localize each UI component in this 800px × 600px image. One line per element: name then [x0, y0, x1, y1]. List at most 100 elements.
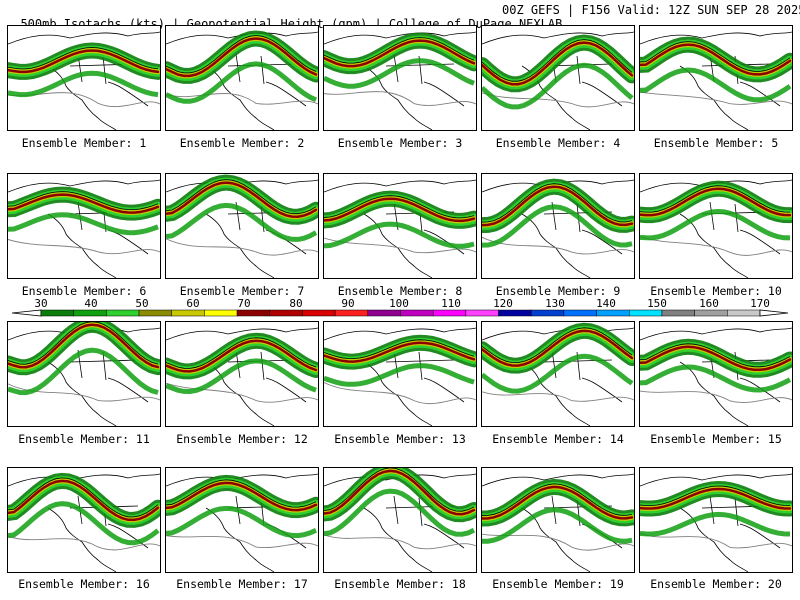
height-contour — [8, 535, 160, 551]
height-line — [166, 479, 317, 508]
height-line — [640, 343, 791, 368]
secondary-jet — [166, 202, 318, 242]
colorbar-label-30: 30 — [34, 297, 48, 310]
ensemble-caption-3: Ensemble Member: 3 — [337, 136, 463, 150]
secondary-jet — [8, 212, 159, 236]
secondary-jet — [324, 221, 475, 249]
isotach-map — [166, 174, 318, 278]
ensemble-panel-18[interactable] — [323, 467, 477, 573]
jet-band — [482, 485, 634, 520]
ensemble-panel-20[interactable] — [639, 467, 793, 573]
height-line — [640, 485, 791, 506]
height-contour — [8, 239, 160, 255]
secondary-jet — [640, 511, 791, 537]
ensemble-panel-13[interactable] — [323, 321, 477, 427]
ensemble-panel-1[interactable] — [7, 25, 161, 131]
height-contour — [640, 236, 792, 256]
jet-band — [8, 479, 160, 522]
jet-band — [324, 469, 476, 516]
ensemble-panel-17[interactable] — [165, 467, 319, 573]
isotach-map — [640, 179, 792, 278]
isotach-map — [640, 327, 792, 426]
height-contour — [482, 391, 634, 402]
ensemble-panel-14[interactable] — [481, 321, 635, 427]
jet-band — [640, 43, 792, 76]
ensemble-panel-9[interactable] — [481, 173, 635, 279]
ensemble-panel-19[interactable] — [481, 467, 635, 573]
colorbar-swatch — [236, 309, 271, 317]
ensemble-caption-16: Ensemble Member: 16 — [18, 577, 150, 591]
isotach-map — [482, 322, 634, 426]
ensemble-caption-17: Ensemble Member: 17 — [176, 577, 308, 591]
height-line — [640, 41, 791, 72]
secondary-jet — [166, 358, 317, 395]
height-contour — [482, 92, 634, 108]
coastline — [8, 327, 160, 426]
colorbar-label-50: 50 — [135, 297, 149, 310]
ensemble-caption-10: Ensemble Member: 10 — [650, 284, 782, 298]
height-line — [482, 39, 633, 82]
coastline — [8, 31, 160, 130]
secondary-jet — [640, 67, 792, 103]
secondary-jet — [166, 61, 318, 104]
jet-band — [324, 197, 476, 223]
colorbar-swatch — [498, 309, 532, 317]
colorbar-label-80: 80 — [289, 297, 303, 310]
colorbar-swatch — [171, 309, 205, 317]
ensemble-caption-2: Ensemble Member: 2 — [179, 136, 305, 150]
ensemble-caption-6: Ensemble Member: 6 — [21, 284, 147, 298]
isotach-map — [324, 468, 476, 572]
colorbar-swatch — [727, 309, 761, 317]
colorbar-label-110: 110 — [441, 297, 461, 310]
ensemble-caption-5: Ensemble Member: 5 — [653, 136, 779, 150]
colorbar-label-100: 100 — [389, 297, 409, 310]
secondary-jet — [482, 204, 633, 248]
ensemble-panel-11[interactable] — [7, 321, 161, 427]
ensemble-panel-3[interactable] — [323, 25, 477, 131]
jet-band — [324, 341, 476, 363]
ensemble-panel-16[interactable] — [7, 467, 161, 573]
ensemble-panel-15[interactable] — [639, 321, 793, 427]
jet-band — [640, 187, 792, 217]
ensemble-panel-10[interactable] — [639, 173, 793, 279]
height-line — [640, 185, 791, 213]
ensemble-caption-19: Ensemble Member: 19 — [492, 577, 624, 591]
height-contour — [324, 91, 476, 106]
isotach-map — [482, 473, 634, 572]
colorbar-swatch — [367, 309, 401, 317]
height-contour — [166, 92, 318, 105]
colorbar-swatch — [138, 309, 172, 317]
isotach-map — [8, 179, 160, 278]
colorbar-swatch — [400, 309, 434, 317]
secondary-jet — [482, 62, 634, 110]
jet-band — [166, 37, 318, 78]
secondary-jet — [482, 507, 633, 544]
isotach-map — [482, 178, 634, 278]
height-contour — [166, 382, 318, 403]
ensemble-panel-5[interactable] — [639, 25, 793, 131]
colorbar-label-40: 40 — [84, 297, 98, 310]
secondary-jet — [8, 501, 160, 546]
colorbar-label-60: 60 — [186, 297, 200, 310]
ensemble-panel-8[interactable] — [323, 173, 477, 279]
secondary-jet — [324, 363, 475, 387]
colorbar-left-arrow — [11, 309, 42, 317]
secondary-jet — [166, 505, 317, 539]
ensemble-panel-4[interactable] — [481, 25, 635, 131]
colorbar-label-150: 150 — [647, 297, 667, 310]
height-line — [324, 468, 475, 512]
ensemble-caption-1: Ensemble Member: 1 — [21, 136, 147, 150]
secondary-jet — [8, 70, 159, 98]
ensemble-panel-6[interactable] — [7, 173, 161, 279]
ensemble-caption-14: Ensemble Member: 14 — [492, 432, 624, 446]
colorbar-label-120: 120 — [493, 297, 513, 310]
ensemble-panel-12[interactable] — [165, 321, 319, 427]
ensemble-panel-7[interactable] — [165, 173, 319, 279]
jet-band — [8, 323, 160, 369]
ensemble-panel-2[interactable] — [165, 25, 319, 131]
ensemble-caption-12: Ensemble Member: 12 — [176, 432, 308, 446]
colorbar-right-arrow — [759, 309, 789, 317]
secondary-jet — [640, 208, 791, 241]
secondary-jet — [8, 347, 159, 396]
height-contour — [324, 534, 476, 550]
